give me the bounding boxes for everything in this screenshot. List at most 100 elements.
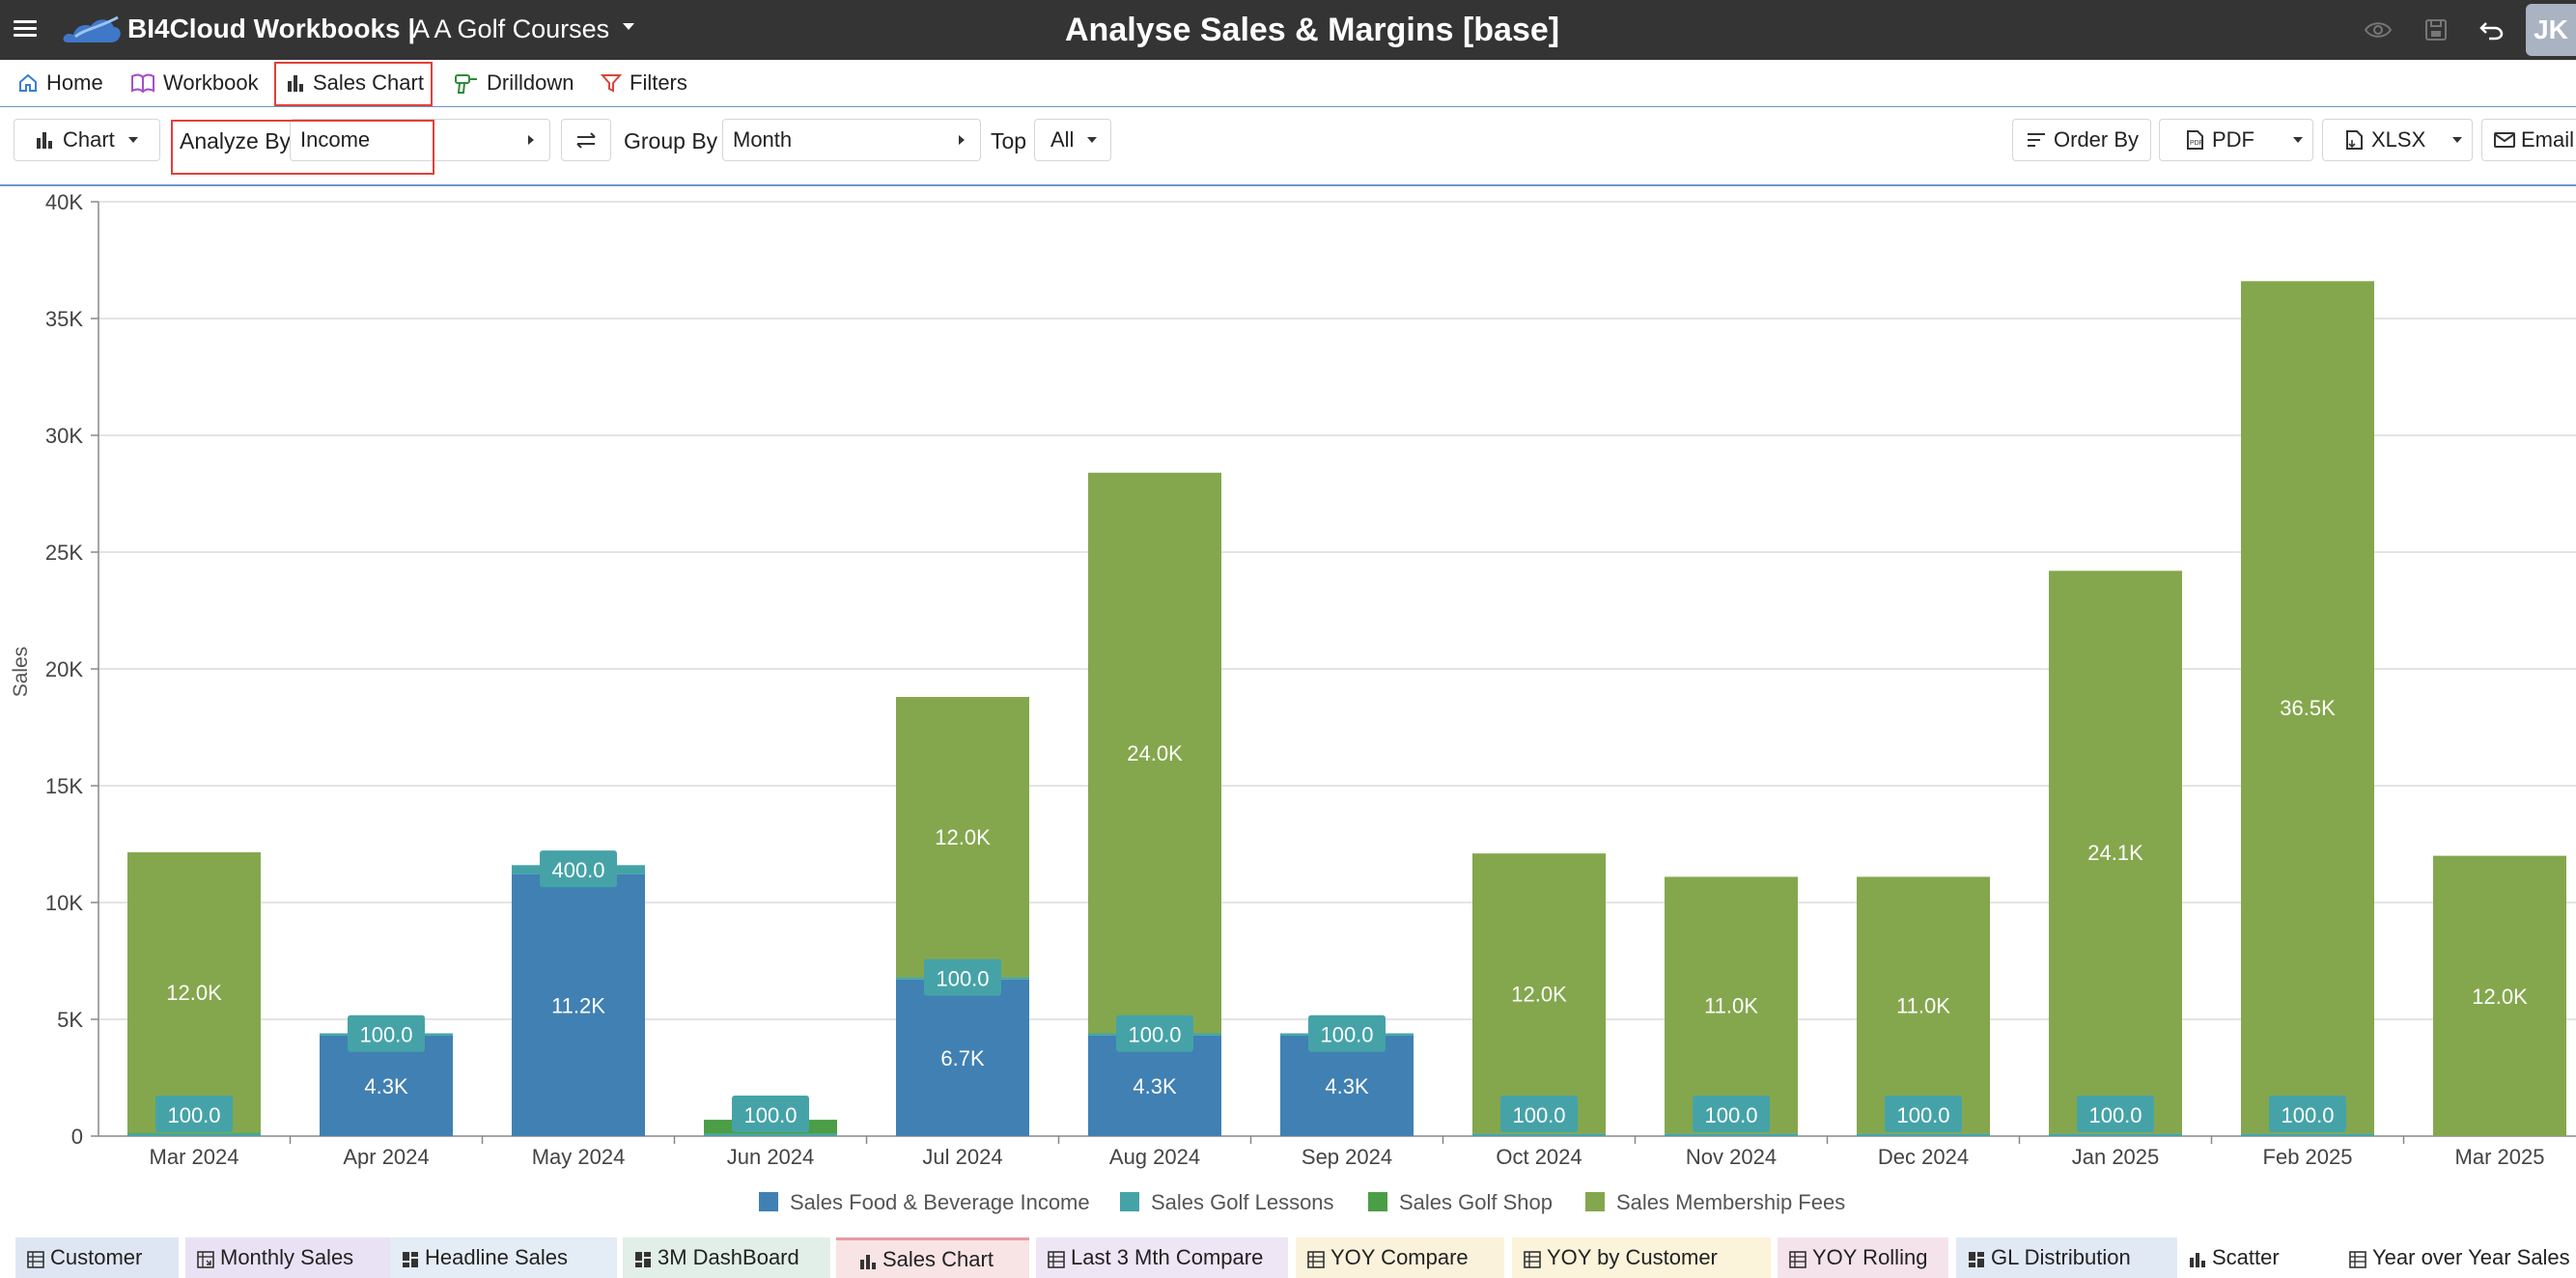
app-name: BI4Cloud Workbooks | [127, 14, 416, 43]
tab-drilldown[interactable]: Drilldown [454, 68, 574, 98]
company-dropdown-caret-icon[interactable] [623, 23, 634, 30]
table-icon [27, 1249, 44, 1268]
data-label: 24.0K [1127, 741, 1183, 765]
bar-segment[interactable] [1665, 1133, 1798, 1136]
save-icon[interactable] [2422, 15, 2450, 44]
email-button[interactable]: Email [2481, 119, 2576, 161]
bar-segment[interactable] [1280, 1035, 1414, 1136]
chart-gridlines [91, 201, 2576, 1144]
chevron-down-icon [127, 137, 138, 143]
data-label-box [1308, 1014, 1386, 1052]
pdf-label: PDF [2212, 127, 2254, 152]
xlsx-label: XLSX [2371, 127, 2426, 152]
swap-axes-button[interactable] [561, 119, 611, 161]
undo-icon[interactable] [2478, 15, 2506, 44]
hamburger-menu-icon[interactable] [14, 17, 37, 41]
bar-segment[interactable] [1472, 1133, 1606, 1136]
bar-segment[interactable] [896, 979, 1029, 1136]
data-label: 100.0 [936, 967, 989, 991]
legend-swatch[interactable] [1585, 1192, 1605, 1211]
legend-swatch[interactable] [1120, 1192, 1139, 1211]
legend-label[interactable]: Sales Golf Lessons [1151, 1190, 1334, 1214]
tab-sales-chart-label: Sales Chart [313, 70, 424, 95]
legend-swatch[interactable] [1368, 1192, 1387, 1211]
bar-segment[interactable] [127, 1132, 261, 1134]
sheet-tab-monthly-sales[interactable]: Monthly Sales [185, 1237, 390, 1278]
order-by-button[interactable]: Order By [2012, 119, 2151, 161]
chart-type-label: Chart [63, 127, 115, 152]
eye-icon[interactable] [2364, 15, 2393, 44]
sheet-tab-year-over-year-sales[interactable]: Year over Year Sales [2338, 1237, 2576, 1278]
bar-segment[interactable] [1472, 853, 1606, 1134]
legend-label[interactable]: Sales Golf Shop [1399, 1190, 1553, 1214]
sheet-tab-yoy-rolling[interactable]: YOY Rolling [1778, 1237, 1948, 1278]
xlsx-export-button[interactable]: XLSX [2322, 119, 2473, 161]
sheet-tab-last-3-mth-compare[interactable]: Last 3 Mth Compare [1036, 1237, 1288, 1278]
email-label: Email [2521, 127, 2575, 152]
tab-workbook[interactable]: Workbook [130, 68, 259, 98]
bar-segment[interactable] [2049, 1133, 2182, 1136]
book-icon [131, 73, 154, 94]
tab-workbook-label: Workbook [163, 70, 259, 95]
y-tick-label: 15K [45, 774, 83, 798]
data-label: 6.7K [940, 1046, 985, 1070]
x-tick-label: Jul 2024 [922, 1145, 1002, 1169]
sheet-tab-yoy-compare[interactable]: YOY Compare [1296, 1237, 1504, 1278]
sheet-tab-gl-distribution[interactable]: GL Distribution [1956, 1237, 2177, 1278]
data-label: 12.0K [1511, 982, 1567, 1006]
bar-segment[interactable] [1857, 1133, 1990, 1136]
data-label: 11.2K [551, 993, 605, 1017]
bar-segment[interactable] [1088, 472, 1221, 1034]
sheet-tab-label: Customer [50, 1245, 143, 1269]
table-icon [1789, 1249, 1806, 1268]
y-tick-label: 40K [45, 190, 83, 214]
top-select[interactable]: All [1034, 119, 1111, 161]
data-label: 400.0 [551, 858, 604, 882]
y-tick-label: 5K [57, 1008, 83, 1032]
tab-filters[interactable]: Filters [601, 68, 687, 98]
sheet-tab-customer[interactable]: Customer [15, 1237, 179, 1278]
data-label-box [348, 1014, 425, 1052]
sheet-tab-label: 3M DashBoard [658, 1245, 799, 1269]
sheet-tab-yoy-by-customer[interactable]: YOY by Customer [1512, 1237, 1771, 1278]
bar-segment[interactable] [1857, 876, 1990, 1134]
sheet-tab-headline-sales[interactable]: Headline Sales [390, 1237, 617, 1278]
bar-segment[interactable] [512, 874, 645, 1136]
company-name[interactable]: A A Golf Courses [412, 14, 610, 43]
data-label-box [155, 1096, 233, 1132]
group-by-select[interactable]: Month [722, 119, 981, 161]
legend-label[interactable]: Sales Food & Beverage Income [790, 1190, 1090, 1214]
data-label: 100.0 [1320, 1023, 1373, 1047]
legend-label[interactable]: Sales Membership Fees [1616, 1190, 1845, 1214]
bar-segment[interactable] [127, 1133, 261, 1136]
bar-segment[interactable] [1665, 876, 1798, 1134]
bar-segment[interactable] [2241, 1133, 2374, 1136]
pdf-export-button[interactable]: PDF PDF [2159, 119, 2313, 161]
home-icon [19, 73, 37, 92]
bar-segment[interactable] [1088, 1035, 1221, 1136]
analyze-by-select[interactable]: Income [290, 119, 550, 161]
tab-sales-chart[interactable]: Sales Chart [286, 68, 424, 98]
dashboard-icon [1968, 1249, 1985, 1267]
user-avatar[interactable]: JK [2526, 4, 2576, 56]
bar-segment[interactable] [2433, 855, 2566, 1136]
data-label: 12.0K [166, 981, 222, 1005]
bar-segment[interactable] [2049, 570, 2182, 1134]
bar-segment[interactable] [896, 697, 1029, 978]
x-tick-label: Jun 2024 [727, 1145, 815, 1169]
tab-home[interactable]: Home [17, 68, 103, 98]
chart-type-dropdown[interactable]: Chart [14, 119, 160, 161]
table-icon [1524, 1249, 1541, 1268]
active-tab-highlight [274, 62, 433, 106]
sales-chart: 100.0 12.0K 4.3K 100.0 11.2K 400.0 100.0 6.7K 10… [10, 190, 2576, 1214]
sheet-tab-sales-chart[interactable]: Sales Chart [836, 1237, 1029, 1278]
bar-segment[interactable] [127, 851, 261, 1133]
sheet-tab-3m-dashboard[interactable]: 3M DashBoard [623, 1237, 830, 1278]
bar-segment[interactable] [2241, 281, 2374, 1134]
table-icon [2349, 1249, 2366, 1268]
legend-swatch[interactable] [759, 1192, 778, 1211]
sheet-tab-scatter[interactable]: Scatter [2177, 1237, 2338, 1278]
bottom-sheet-tabs: Customer Monthly Sales Headline Sales 3M Da… [0, 1236, 2576, 1278]
bar-segment[interactable] [704, 1133, 837, 1136]
bar-segment[interactable] [320, 1035, 453, 1136]
